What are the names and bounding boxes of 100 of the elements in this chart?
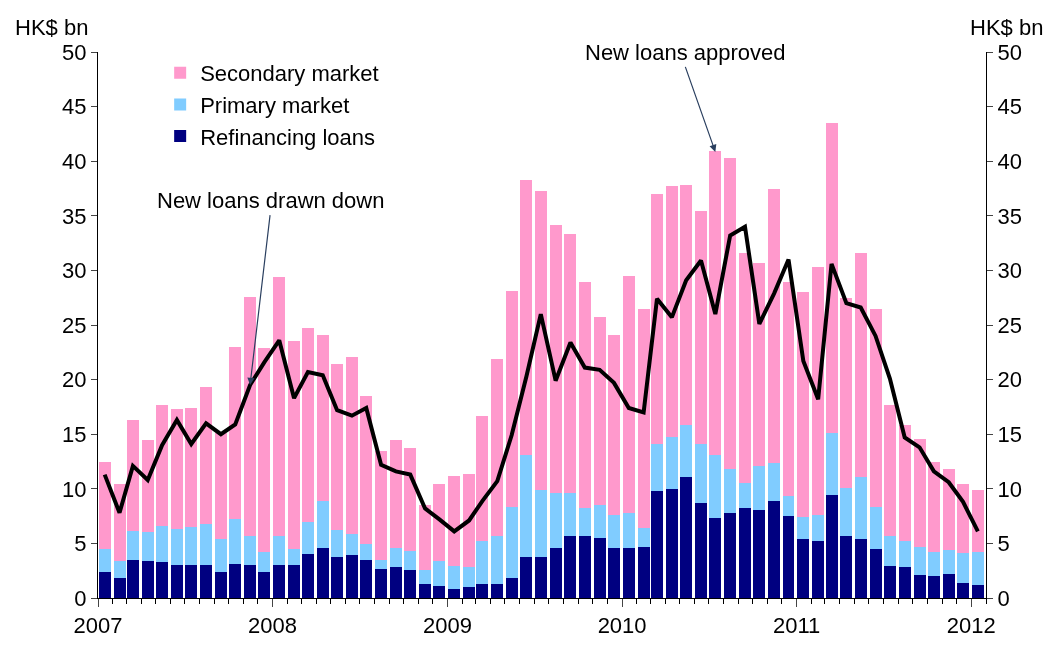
bar	[957, 582, 970, 598]
bar	[170, 529, 183, 566]
bar	[549, 493, 562, 548]
bar	[505, 578, 518, 598]
bar	[593, 505, 606, 538]
bar	[607, 547, 620, 598]
y2-tick-label: 15	[997, 421, 1022, 447]
bar	[782, 516, 795, 598]
bar	[883, 404, 896, 536]
x-tick-label: 2010	[597, 613, 647, 639]
bar	[448, 566, 461, 590]
bar	[913, 546, 926, 576]
y-tick-label: 0	[74, 585, 87, 611]
y-tick-label: 35	[62, 203, 87, 229]
bar	[797, 517, 810, 540]
bar	[316, 500, 329, 548]
bar	[534, 556, 547, 598]
bar	[404, 551, 417, 570]
bar	[753, 262, 766, 466]
bar	[869, 308, 882, 508]
bar	[534, 489, 547, 557]
bar	[724, 157, 737, 470]
bar	[229, 346, 242, 520]
bar	[753, 465, 766, 510]
bar	[214, 539, 227, 572]
bar	[549, 547, 562, 598]
bar	[433, 585, 446, 598]
bar	[898, 567, 911, 598]
bar	[593, 317, 606, 506]
bar	[534, 190, 547, 490]
bar	[258, 552, 271, 572]
y-tick-label: 15	[62, 421, 87, 447]
bar	[185, 527, 198, 566]
bar	[695, 503, 707, 598]
y-tick-label: 30	[62, 258, 87, 284]
bar	[768, 462, 781, 501]
y2-tick-label: 45	[997, 94, 1022, 120]
bar	[141, 560, 154, 598]
x-tick-label: 2012	[946, 613, 996, 639]
bar	[214, 571, 227, 598]
bar	[360, 544, 373, 560]
bar	[345, 555, 358, 598]
bar	[665, 437, 678, 489]
y-tick-label: 5	[74, 531, 87, 557]
bar	[942, 573, 955, 598]
bar	[433, 560, 446, 586]
y-axis-title: HK$ bn	[15, 15, 89, 40]
bar	[768, 500, 781, 598]
bar	[665, 488, 678, 598]
bar	[156, 561, 169, 598]
bar	[637, 528, 650, 547]
bar	[301, 328, 314, 522]
bar	[244, 535, 257, 566]
bar	[825, 122, 838, 434]
bar	[812, 541, 825, 598]
bar	[433, 484, 446, 561]
x-tick-label: 2011	[772, 613, 821, 639]
bar	[98, 571, 111, 598]
bar	[288, 565, 301, 598]
bar	[607, 334, 620, 516]
bar	[971, 584, 984, 598]
bar	[724, 469, 737, 513]
bar	[491, 583, 504, 598]
bar	[593, 537, 606, 598]
bar	[360, 395, 373, 545]
bar	[739, 508, 751, 598]
bar	[345, 356, 358, 534]
bar	[520, 556, 533, 598]
bar	[345, 533, 358, 556]
bar	[419, 583, 432, 598]
bar	[942, 549, 955, 574]
y2-axis-title: HK$ bn	[970, 15, 1044, 40]
line-series	[102, 224, 980, 534]
bar	[753, 509, 766, 598]
bar	[957, 553, 970, 583]
legend-label: Primary market	[200, 92, 350, 118]
bar	[214, 433, 227, 540]
bar	[680, 185, 693, 426]
bar	[564, 234, 577, 494]
bar	[680, 425, 693, 477]
bar	[942, 469, 955, 550]
bar	[126, 531, 139, 560]
bar	[564, 535, 577, 598]
bar	[607, 515, 620, 548]
bar	[883, 566, 896, 598]
bar	[578, 508, 591, 536]
bar	[578, 535, 591, 598]
y2-tick-label: 30	[997, 258, 1022, 284]
bar	[229, 519, 242, 565]
y2-tick-label: 20	[997, 367, 1022, 393]
bar	[840, 487, 853, 536]
bar	[288, 548, 301, 566]
bar	[869, 507, 882, 549]
bar	[622, 275, 635, 513]
y2-tick-label: 25	[997, 312, 1022, 338]
legend-label: Refinancing loans	[200, 124, 376, 150]
annotation: New loans drawn down	[157, 188, 385, 213]
bar	[185, 565, 198, 598]
bar	[812, 515, 825, 542]
bar	[141, 439, 154, 533]
